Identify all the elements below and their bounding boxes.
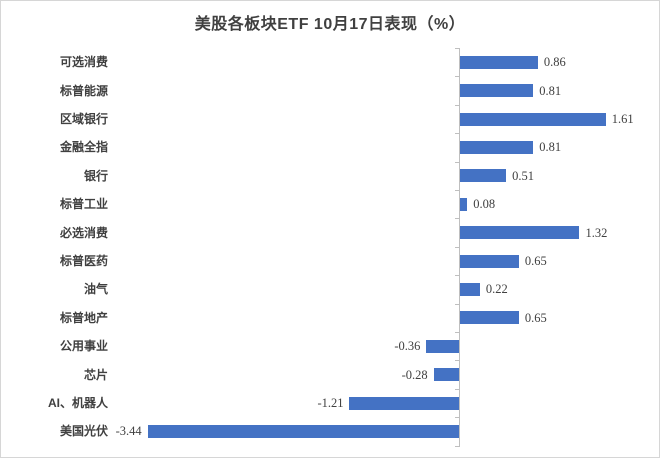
value-label: -3.44: [115, 424, 142, 439]
value-label: 0.65: [524, 310, 547, 325]
axis-tick: [455, 48, 460, 49]
axis-tick: [455, 417, 460, 419]
bar: [460, 55, 538, 69]
category-label: 标普能源: [59, 83, 108, 98]
axis-tick: [455, 246, 460, 248]
bar: [349, 396, 459, 410]
value-label: -0.28: [401, 367, 428, 382]
bar: [460, 311, 519, 325]
bar: [433, 368, 459, 382]
axis-tick: [455, 161, 460, 163]
axis-tick: [455, 133, 460, 135]
value-label: 0.65: [524, 254, 547, 268]
category-label: 标普地产: [59, 310, 108, 325]
value-label: 0.51: [512, 168, 535, 183]
axis-tick: [455, 76, 460, 78]
axis-tick: [455, 190, 460, 191]
category-label: 区域银行: [59, 112, 108, 126]
bar: [460, 84, 534, 98]
bar: [460, 197, 468, 211]
category-label: 公用事业: [59, 339, 108, 354]
axis-tick: [455, 445, 460, 447]
value-label: -1.21: [317, 396, 344, 410]
category-label: 标普工业: [59, 197, 108, 212]
value-label: 0.08: [473, 197, 496, 212]
axis-tick: [455, 218, 460, 220]
bar: [460, 254, 519, 268]
category-label: 银行: [83, 168, 108, 183]
axis-tick: [455, 303, 460, 305]
axis-tick: [455, 388, 460, 390]
value-label: -0.36: [394, 339, 421, 354]
value-label: 1.32: [585, 225, 608, 240]
bar: [460, 169, 507, 183]
bar: [460, 140, 534, 154]
category-label: 美国光伏: [59, 424, 108, 439]
value-label: 0.81: [539, 140, 562, 155]
category-label: 油气: [83, 282, 108, 297]
category-label: 芯片: [83, 367, 108, 382]
bar: [147, 424, 459, 438]
category-label: 可选消费: [59, 55, 108, 70]
bar: [460, 226, 580, 240]
axis-tick: [455, 332, 460, 333]
axis-tick: [455, 104, 460, 106]
axis-tick: [455, 360, 460, 362]
category-label: 必选消费: [59, 225, 108, 240]
value-label: 0.22: [485, 282, 508, 297]
bar: [426, 339, 459, 353]
category-label: 金融全指: [59, 140, 108, 155]
category-label: 标普医药: [59, 254, 108, 268]
value-label: 0.86: [543, 55, 566, 70]
chart-title: 美股各板块ETF 10月17日表现（%）: [194, 16, 466, 33]
category-label: AI、机器人: [47, 396, 108, 410]
bar: [460, 282, 480, 296]
bar: [460, 112, 606, 126]
value-label: 0.81: [539, 83, 562, 98]
axis-tick: [455, 275, 460, 277]
value-label: 1.61: [611, 112, 634, 126]
